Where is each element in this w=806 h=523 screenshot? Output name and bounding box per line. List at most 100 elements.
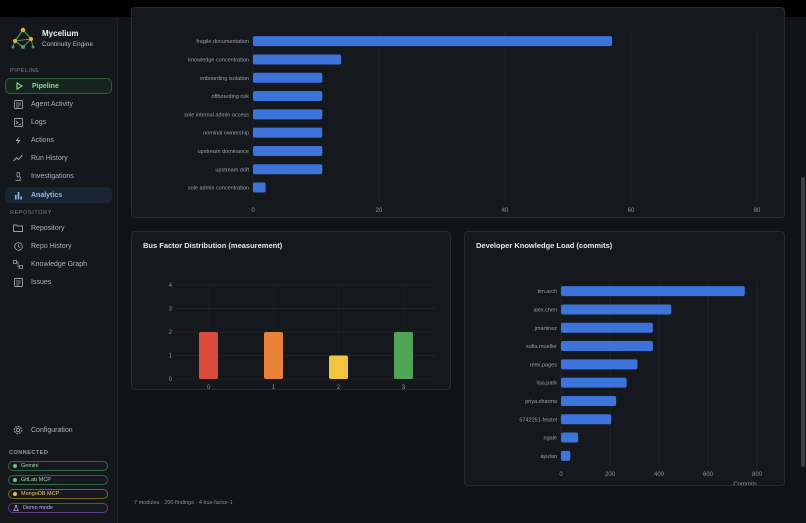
sidebar-item-label: Investigations xyxy=(31,172,74,180)
bar-offboarding-risk xyxy=(253,91,323,102)
bar-sofia-mueller xyxy=(561,341,653,352)
sidebar-item-actions[interactable]: Actions xyxy=(5,132,112,148)
sidebar-item-label: Repository xyxy=(31,224,65,232)
bar-chart-icon xyxy=(13,190,23,200)
x-tick-label: 1 xyxy=(272,385,276,389)
y-tick-label: jmartinez xyxy=(534,326,558,332)
x-tick-label: 200 xyxy=(605,472,616,478)
x-tick-label: 3 xyxy=(402,385,406,389)
x-tick-label: 400 xyxy=(654,472,665,478)
bar-sole-admin-concentration xyxy=(253,182,266,193)
summary-footer: 7 modules · 200 findings · 4 bus-factor-… xyxy=(134,500,233,506)
sidebar-item-run-history[interactable]: Run History xyxy=(5,150,112,166)
sidebar: Mycelium Continuity Engine PIPELINE Pipe… xyxy=(0,17,118,523)
scrollbar[interactable] xyxy=(801,177,805,467)
connection-pill-gitlab[interactable]: GitLab MCP xyxy=(8,475,108,485)
sidebar-item-repository[interactable]: Repository xyxy=(5,220,112,236)
sidebar-item-logs[interactable]: Logs xyxy=(5,114,112,130)
connection-pill-demo-mode[interactable]: Demo mode xyxy=(8,503,108,513)
sidebar-item-label: Issues xyxy=(31,278,52,286)
bar-tim-arch xyxy=(561,286,745,297)
bar-0 xyxy=(199,332,218,379)
mycelium-logo-icon xyxy=(11,27,35,49)
bar-6742251-feistel xyxy=(561,414,612,425)
x-tick-label: 0 xyxy=(207,385,211,389)
history-icon xyxy=(13,241,23,251)
bar-alex-chen xyxy=(561,304,672,315)
bar-lisa-park xyxy=(561,377,627,388)
knowledge-load-card: Developer Knowledge Load (commits) 0 200 4… xyxy=(464,231,785,486)
sidebar-item-repo-history[interactable]: Repo History xyxy=(5,238,112,254)
bar-sole-internal-admin-access xyxy=(253,109,323,120)
y-tick-label: nominal ownership xyxy=(203,131,249,137)
connection-pill-gemini[interactable]: Gemini xyxy=(8,461,108,471)
x-tick-label: 600 xyxy=(703,472,714,478)
connected-section-label: CONNECTED xyxy=(9,450,49,456)
sidebar-item-label: Configuration xyxy=(31,426,73,434)
sidebar-item-issues[interactable]: Issues xyxy=(5,274,112,290)
y-tick-label: tim.arch xyxy=(537,289,557,295)
flask-icon xyxy=(13,505,19,511)
y-tick-label: fragile documentation xyxy=(196,39,249,45)
connection-label: Demo mode xyxy=(23,505,53,511)
y-tick-label: sole admin concentration xyxy=(188,186,249,192)
status-dot-icon xyxy=(13,478,17,482)
folder-icon xyxy=(13,223,23,233)
sidebar-item-label: Analytics xyxy=(31,191,63,199)
findings-chart-card: 0 20 40 60 80 fragile documentation knowledge … xyxy=(131,7,785,218)
sidebar-item-investigations[interactable]: Investigations xyxy=(5,168,112,184)
y-tick-label: offboarding risk xyxy=(211,94,249,100)
sidebar-item-analytics[interactable]: Analytics xyxy=(5,187,112,203)
bar-jmartinez xyxy=(561,322,653,333)
bar-1 xyxy=(264,332,283,379)
x-tick-label: 20 xyxy=(376,208,383,214)
y-tick-label: 2 xyxy=(169,330,173,336)
status-dot-icon xyxy=(13,464,17,468)
sidebar-item-knowledge-graph[interactable]: Knowledge Graph xyxy=(5,256,112,272)
sidebar-item-label: Actions xyxy=(31,136,54,144)
x-tick-label: 60 xyxy=(628,208,635,214)
bar-2 xyxy=(329,355,348,379)
connection-label: MongoDB MCP xyxy=(21,491,60,497)
trend-icon xyxy=(13,153,23,163)
bar-upstream-drift xyxy=(253,164,323,175)
microscope-icon xyxy=(13,171,23,181)
sidebar-item-label: Run History xyxy=(31,154,68,162)
bar-onboarding-isolation xyxy=(253,72,323,83)
brand[interactable]: Mycelium Continuity Engine xyxy=(8,25,116,55)
graph-icon xyxy=(13,259,23,269)
sidebar-item-pipeline[interactable]: Pipeline xyxy=(5,78,112,94)
terminal-icon xyxy=(13,117,23,127)
findings-bar-chart: 0 20 40 60 80 fragile documentation knowledge … xyxy=(184,32,761,214)
play-icon xyxy=(14,81,24,91)
brand-subtitle: Continuity Engine xyxy=(42,41,93,48)
y-tick-label: upstream drift xyxy=(215,167,249,173)
y-tick-label: upstream dominance xyxy=(198,149,249,155)
x-axis-label: Commits xyxy=(733,482,757,485)
y-tick-label: onboarding isolation xyxy=(200,76,249,82)
bar-3 xyxy=(394,332,413,379)
y-tick-label: knowledge concentration xyxy=(188,57,249,63)
x-tick-label: 0 xyxy=(559,472,563,478)
bar-upstream-dominance xyxy=(253,145,323,156)
sidebar-item-label: Logs xyxy=(31,118,47,126)
x-tick-label: 800 xyxy=(752,472,763,478)
knowledge-load-title: Developer Knowledge Load (commits) xyxy=(476,241,613,250)
bolt-icon xyxy=(13,135,23,145)
y-tick-label: ayufan xyxy=(540,454,557,460)
y-tick-label: sofia.mueller xyxy=(526,344,557,350)
bar-fragile-documentation xyxy=(253,36,613,47)
main-content: 0 20 40 60 80 fragile documentation knowledge … xyxy=(118,7,806,523)
y-tick-label: priya.sharma xyxy=(525,399,558,405)
connection-pill-mongodb[interactable]: MongoDB MCP xyxy=(8,489,108,499)
y-tick-label: 1 xyxy=(169,354,173,360)
x-tick-label: 80 xyxy=(754,208,761,214)
y-tick-label: alex.chen xyxy=(533,307,557,313)
sidebar-item-configuration[interactable]: Configuration xyxy=(5,422,112,438)
y-tick-label: 6742251-feistel xyxy=(519,417,557,423)
sidebar-item-label: Agent Activity xyxy=(31,100,74,108)
bar-priya-sharma xyxy=(561,395,617,406)
sidebar-item-agent-activity[interactable]: Agent Activity xyxy=(5,96,112,112)
app-window: Mycelium Continuity Engine PIPELINE Pipe… xyxy=(0,7,806,523)
